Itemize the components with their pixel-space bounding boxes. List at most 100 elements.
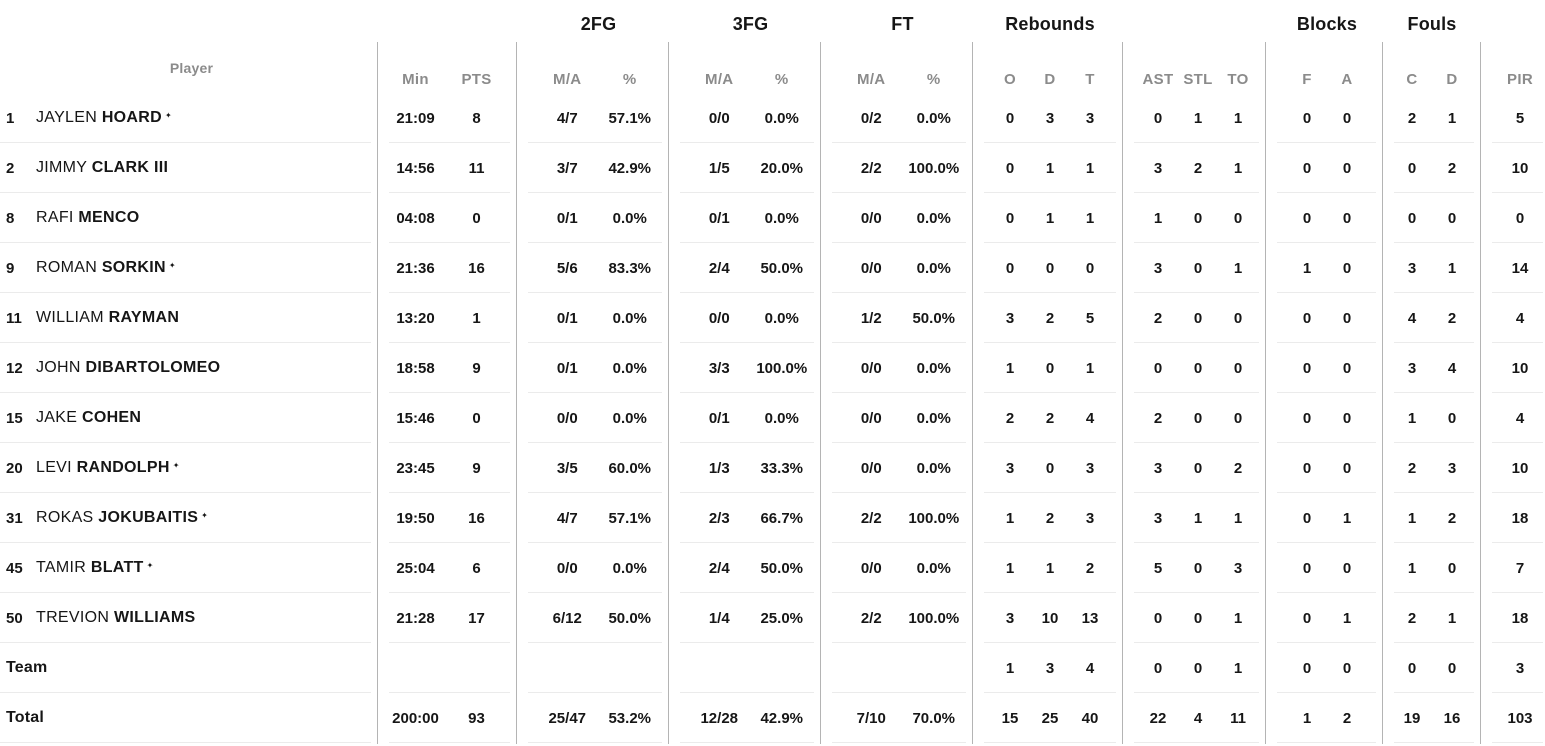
2fg-column-group: 2FG M/A % [516, 0, 668, 93]
player-row[interactable]: 50 TREVION WILLIAMS 21:28 17 6/12 50.0% 1/4 25.… [0, 593, 1545, 643]
stat-value: 3 [1085, 459, 1095, 477]
stat-group-cell: 3 0 2 [1122, 443, 1265, 493]
stat-value: 0 [1302, 509, 1312, 527]
player-row[interactable]: 20 LEVI RANDOLPH ✦ 23:45 9 3/5 60.0% 1/3 33.3% 0/… [0, 443, 1545, 493]
stat-value: 0.0% [764, 309, 799, 327]
stat-value: 9 [472, 459, 481, 477]
stat-value: 0.0% [612, 409, 647, 427]
player-row[interactable]: 45 TAMIR BLATT ✦ 25:04 6 0/0 0.0% 2/4 50.0% 0/0 0.… [0, 543, 1545, 593]
column-header-2fg-pct: % [622, 71, 637, 88]
stat-value: 0 [1045, 259, 1055, 277]
stat-value: 16 [468, 259, 485, 277]
player-row[interactable]: 8 RAFI MENCO 04:08 0 0/1 0.0% 0/1 0.0% 0/0 0.0% 0 1… [0, 193, 1545, 243]
stat-value: 1 [1233, 509, 1243, 527]
stat-value: 0 [1447, 659, 1457, 677]
stat-value: 19 [1403, 709, 1421, 727]
player-row[interactable]: 15 JAKE COHEN 15:46 0 0/0 0.0% 0/1 0.0% 0/0 0.0% 2… [0, 393, 1545, 443]
player-number: 12 [6, 359, 23, 377]
stat-value: 8 [472, 109, 481, 127]
ft-column-group: FT M/A % [820, 0, 972, 93]
stat-value: 1 [1233, 159, 1243, 177]
minpts-column-group: Min PTS [377, 0, 516, 93]
column-header-3fg-pct: % [774, 71, 789, 88]
player-number: 8 [6, 209, 15, 227]
stat-group-cell: 0/1 0.0% [668, 393, 820, 443]
player-row[interactable]: 12 JOHN DIBARTOLOMEO 18:58 9 0/1 0.0% 3/3 100.0… [0, 343, 1545, 393]
stat-group-cell: 3 2 5 [972, 293, 1122, 343]
stat-value: 3 [1233, 559, 1243, 577]
column-header-min: Min [402, 71, 429, 88]
stat-value: 18 [1511, 609, 1529, 627]
stat-value: 15 [1001, 709, 1019, 727]
stat-value: 33.3% [760, 459, 804, 477]
stat-value: 16 [468, 509, 485, 527]
stat-value: 0/1 [556, 359, 578, 377]
column-divider [516, 42, 517, 744]
stat-value: 0/1 [556, 309, 578, 327]
stat-group-cell: 21:28 17 [377, 593, 516, 643]
stat-value: 1 [1302, 259, 1312, 277]
stat-group-cell: 04:08 0 [377, 193, 516, 243]
stat-value: 0 [1233, 309, 1243, 327]
player-cell: 12 JOHN DIBARTOLOMEO [0, 343, 377, 393]
stat-group-cell: 7 [1480, 543, 1545, 593]
stat-value: 04:08 [396, 209, 435, 227]
player-row[interactable]: 11 WILLIAM RAYMAN 13:20 1 0/1 0.0% 0/0 0.0% 1/2 5… [0, 293, 1545, 343]
stat-group-cell: 3/7 42.9% [516, 143, 668, 193]
stat-group-cell: 0 1 1 [1122, 93, 1265, 143]
player-row[interactable]: 2 JIMMY CLARK III 14:56 11 3/7 42.9% 1/5 20.0% 2… [0, 143, 1545, 193]
stat-value: 0.0% [916, 409, 951, 427]
stat-value: 1 [1085, 359, 1095, 377]
stat-group-cell: 3 [1480, 643, 1545, 693]
stat-value: 0.0% [916, 359, 951, 377]
stat-value: 0 [1342, 159, 1352, 177]
stat-value: 100.0% [908, 159, 960, 177]
stat-value: 40 [1081, 709, 1099, 727]
stat-value: 17 [468, 609, 485, 627]
player-row[interactable]: 31 ROKAS JOKUBAITIS ✦ 19:50 16 4/7 57.1% 2/3 66.… [0, 493, 1545, 543]
stat-value: 3/5 [556, 459, 578, 477]
stat-value: 0.0% [764, 409, 799, 427]
starter-icon: ✦ [165, 111, 173, 120]
stat-value: 2 [1447, 309, 1457, 327]
player-name: JAYLEN HOARD ✦ [36, 109, 173, 126]
player-number: 2 [6, 159, 15, 177]
stat-value: 4 [1515, 409, 1525, 427]
stat-value: 1 [1193, 509, 1203, 527]
player-number: 11 [6, 309, 22, 327]
stat-value: 13:20 [396, 309, 435, 327]
stat-value: 100.0% [908, 609, 960, 627]
stat-value: 0 [1342, 659, 1352, 677]
stat-group-cell: 14 [1480, 243, 1545, 293]
stat-group-cell: 1 0 1 [972, 343, 1122, 393]
stat-group-cell: 1/5 20.0% [668, 143, 820, 193]
stat-group-cell: 0 0 1 [1122, 593, 1265, 643]
stat-group-cell: 0/0 0.0% [516, 393, 668, 443]
stat-value: 0 [1302, 159, 1312, 177]
stat-value: 1/3 [708, 459, 730, 477]
stat-value: 0 [1342, 309, 1352, 327]
stat-group-cell: 1/2 50.0% [820, 293, 972, 343]
stat-group-cell: 10 [1480, 443, 1545, 493]
stat-value: 2 [1005, 409, 1015, 427]
stat-value: 0.0% [764, 209, 799, 227]
player-number: 31 [6, 509, 23, 527]
stat-value: 1/4 [708, 609, 730, 627]
summary-label: Team [6, 659, 48, 676]
blocks-column-group: Blocks F A [1265, 0, 1382, 93]
stat-value: 1/2 [860, 309, 882, 327]
player-row[interactable]: 1 JAYLEN HOARD ✦ 21:09 8 4/7 57.1% 0/0 0.0% 0/2 0.… [0, 93, 1545, 143]
stat-value: 0 [1342, 209, 1352, 227]
stat-group-cell: 3 10 13 [972, 593, 1122, 643]
stat-group-cell: 1 0 0 [1122, 193, 1265, 243]
player-row[interactable]: 9 ROMAN SORKIN ✦ 21:36 16 5/6 83.3% 2/4 50.0% 0/0… [0, 243, 1545, 293]
stat-value: 5 [1085, 309, 1095, 327]
stat-value: 2 [1045, 409, 1055, 427]
